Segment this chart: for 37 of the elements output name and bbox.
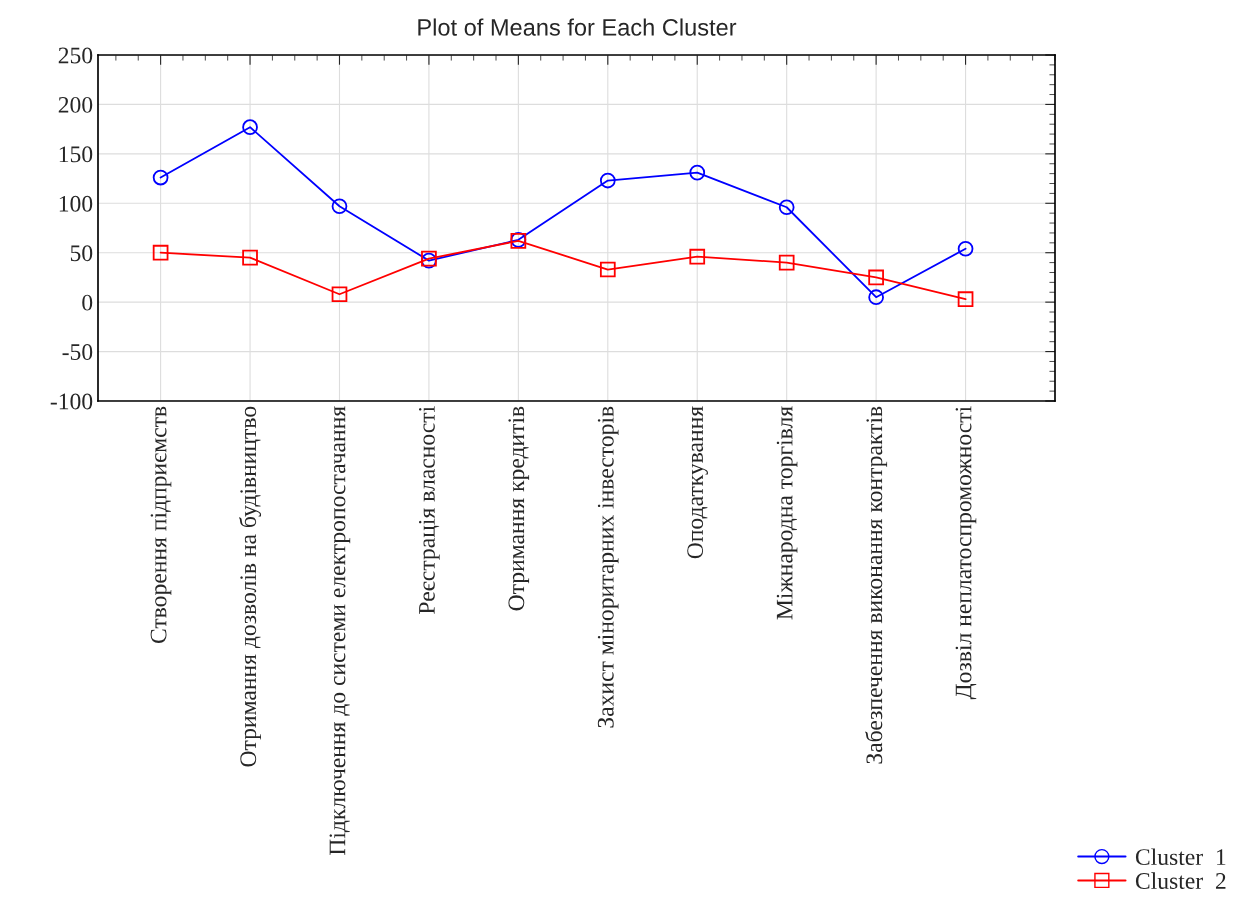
x-tick-label: Реєстрація власності (418, 406, 440, 614)
point (331, 286, 348, 303)
legend-label: Cluster 2 (1135, 872, 1226, 889)
chart-title: Plot of Means for Each Cluster (418, 18, 737, 36)
point (689, 164, 706, 181)
x-tick-label: Захист міноритарних інвесторів (597, 406, 619, 728)
x-tick-label: Створення підприємств (150, 406, 172, 644)
x-tick-label: Отримання кредитів (508, 406, 530, 611)
y-tick-label: 250 (58, 47, 93, 64)
x-tick-label: Дозвіл неплатоспроможності (955, 406, 977, 700)
point (599, 261, 616, 278)
y-tick-label: 150 (59, 146, 93, 163)
point (957, 240, 974, 257)
y-tick-label: 50 (70, 245, 93, 262)
point (957, 291, 974, 308)
y-tick-label: 200 (58, 96, 93, 113)
point (152, 169, 169, 186)
point (599, 172, 616, 189)
x-tick-label: Отримання дозволів на будівництво (239, 406, 262, 767)
point (868, 269, 884, 286)
y-tick-label: 100 (59, 195, 93, 212)
point (778, 199, 795, 216)
point (331, 198, 348, 215)
y-tick-label: -100 (50, 393, 93, 410)
x-tick-label: Оподаткування (687, 406, 708, 559)
point (868, 289, 884, 306)
point (242, 119, 258, 136)
x-tick-label: Забезпечення виконання контрактів (865, 406, 888, 764)
x-tick-label: Підключення до системи електропостачання (329, 406, 351, 856)
x-tick-label: Міжнародна торгівля (776, 406, 798, 620)
point (778, 254, 795, 271)
point (242, 249, 258, 266)
y-tick-label: 0 (82, 294, 93, 311)
y-tick-label: -50 (62, 344, 93, 360)
point (689, 248, 706, 265)
point (152, 244, 169, 261)
legend-label: Cluster 1 (1135, 848, 1226, 866)
